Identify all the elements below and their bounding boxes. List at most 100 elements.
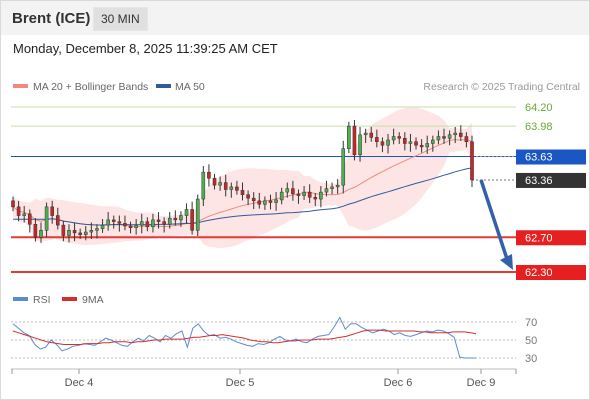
x-tick-label-2: Dec 6 xyxy=(384,377,413,389)
legend-ma50: MA 50 xyxy=(175,81,205,93)
candle xyxy=(100,224,105,229)
candle xyxy=(425,143,430,148)
ma50-line xyxy=(13,167,473,226)
candle xyxy=(369,132,374,138)
candle xyxy=(291,188,295,195)
candle xyxy=(117,221,122,224)
candle xyxy=(201,171,206,200)
candle xyxy=(162,221,166,225)
last-price-tag xyxy=(516,172,586,188)
candle xyxy=(279,191,284,201)
candle xyxy=(134,224,138,228)
candle xyxy=(179,215,183,221)
candle xyxy=(212,177,217,186)
legend-ma20: MA 20 + Bollinger Bands xyxy=(33,81,148,93)
pivot-label: 63.63 xyxy=(525,152,553,164)
candle xyxy=(139,221,144,226)
candle xyxy=(111,219,116,222)
price-panel: 64.20 63.98 63.63 63.36 62.70 62.30 xyxy=(11,102,586,280)
candle xyxy=(419,144,424,148)
candle xyxy=(123,223,127,227)
candle xyxy=(195,198,200,231)
legend-rsi-ma-swatch xyxy=(62,297,77,301)
candle xyxy=(380,141,385,146)
candle xyxy=(235,186,239,191)
interval-badge[interactable]: 30 MIN xyxy=(93,7,148,31)
candle xyxy=(285,188,290,193)
candle xyxy=(61,224,66,236)
legend-rsi: RSI xyxy=(33,294,51,306)
candle xyxy=(464,136,469,142)
candle xyxy=(347,125,351,149)
x-tick-label-0: Dec 4 xyxy=(65,377,94,389)
rsi-line xyxy=(12,316,476,359)
candle xyxy=(28,213,32,225)
candle xyxy=(436,136,441,141)
forecast-arrow-shaft xyxy=(479,179,509,260)
legend-rsi-ma: 9MA xyxy=(82,294,104,306)
candle xyxy=(431,139,435,144)
forecast-arrow-head xyxy=(500,254,513,270)
resistance-label-1: 63.98 xyxy=(525,121,553,133)
support-label-4: 62.70 xyxy=(525,232,553,244)
candle xyxy=(39,230,43,238)
candle xyxy=(408,141,413,144)
candle xyxy=(397,136,402,139)
candle xyxy=(184,209,189,216)
candle xyxy=(83,231,88,235)
timestamp: Monday, December 8, 2025 11:39:25 AM CET xyxy=(13,41,278,56)
candle xyxy=(470,141,474,181)
candle xyxy=(330,186,334,189)
candle xyxy=(386,139,390,146)
resistance-label-0: 64.20 xyxy=(525,102,553,114)
candle xyxy=(302,191,306,196)
candle xyxy=(145,221,150,228)
candle xyxy=(190,209,194,231)
x-axis: Dec 4 Dec 5 Dec 6 Dec 9 xyxy=(11,369,517,389)
candle xyxy=(78,232,82,235)
source-credit: Research © 2025 Trading Central xyxy=(423,81,580,93)
rsi-panel: 70 50 30 xyxy=(11,316,537,365)
candle xyxy=(207,171,211,179)
candle xyxy=(106,219,110,226)
candle xyxy=(257,200,262,205)
candle xyxy=(218,182,222,186)
legend-rsi-swatch xyxy=(13,297,28,301)
candle xyxy=(307,191,312,198)
rsi-ma-line xyxy=(12,329,477,345)
candle xyxy=(403,138,407,144)
candle xyxy=(67,230,71,236)
candle xyxy=(459,132,463,137)
rsi-tick-70: 70 xyxy=(525,317,537,329)
legend-ma50-swatch xyxy=(156,84,171,88)
candle xyxy=(319,191,323,200)
candle xyxy=(313,197,318,200)
candle xyxy=(375,137,379,142)
candle xyxy=(156,219,161,222)
candle xyxy=(324,188,329,193)
rsi-tick-30: 30 xyxy=(525,353,537,365)
x-tick-label-3: Dec 9 xyxy=(467,377,496,389)
candle xyxy=(251,197,256,202)
support-tag-4 xyxy=(516,230,586,246)
rsi-tick-50: 50 xyxy=(525,335,537,347)
last-price-label: 63.36 xyxy=(525,175,553,187)
support-label-5: 62.30 xyxy=(525,267,553,279)
candle xyxy=(246,194,250,199)
candle xyxy=(72,230,77,234)
candle xyxy=(391,136,396,141)
candle xyxy=(263,200,267,205)
candle xyxy=(55,215,60,226)
candle xyxy=(89,230,94,233)
candle xyxy=(358,134,362,156)
candle xyxy=(44,206,49,231)
candle xyxy=(50,206,54,216)
candle xyxy=(167,217,172,225)
chart-header: Brent (ICE) 30 MIN xyxy=(1,1,589,35)
candle xyxy=(128,225,133,228)
candle xyxy=(453,132,457,136)
x-tick-label-1: Dec 5 xyxy=(226,377,255,389)
legend-ma20-swatch xyxy=(13,84,28,88)
candle xyxy=(11,200,15,208)
